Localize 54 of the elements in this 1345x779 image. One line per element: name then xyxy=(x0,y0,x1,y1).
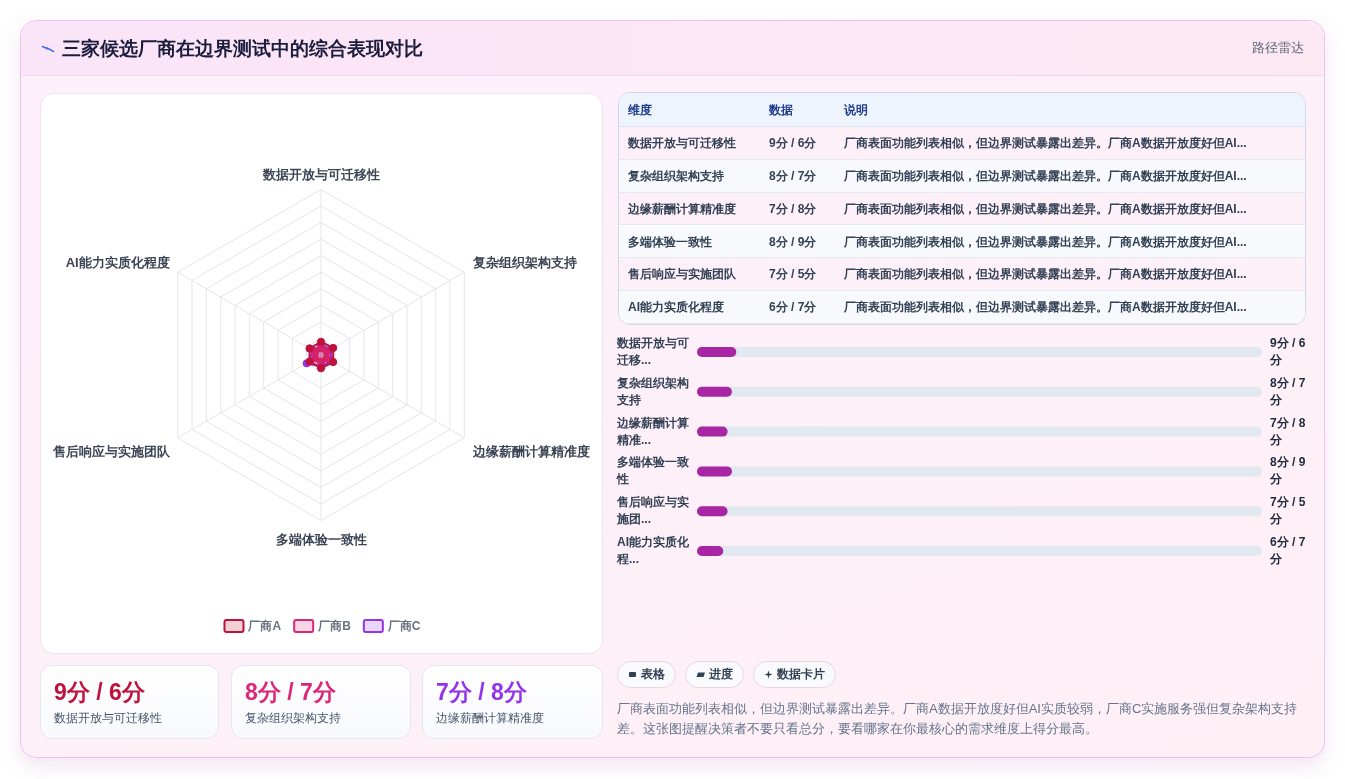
text: 7分 / 8分 xyxy=(769,200,817,218)
category-label: 数据 xyxy=(769,102,793,119)
text: 厂商表面功能列表相似，但边界测试暴露出差异。厂商A数据开放度好但AI... xyxy=(844,266,1247,284)
text: 进度 xyxy=(709,666,733,683)
data-label: 9分 / 6分 xyxy=(1270,335,1306,369)
text: 复杂组织架构支持 xyxy=(245,710,341,726)
text: 厂商表面功能列表相似，但边界测试暴露出差异。厂商A数据开放度好但AI... xyxy=(844,233,1247,251)
spoke-label: 复杂组织架构支持 xyxy=(472,254,578,270)
y-tick-label: 多端体验一致性 xyxy=(617,454,690,489)
text: 多端体验一致性 xyxy=(628,233,712,251)
spoke-label: 售后响应与实施团队 xyxy=(51,444,171,460)
spoke-label: 边缘薪酬计算精准度 xyxy=(472,444,591,460)
y-tick-label: 数据开放与可迁移... xyxy=(617,335,690,369)
text: 厂商表面功能列表相似，但边界测试暴露出差异。厂商A数据开放度好但AI实质较弱，厂商C实施服务强但复杂架构支持差。这张图提醒决策者不要只看总分，要看哪家在你最核心的需求维度上得分最高。 xyxy=(617,700,1299,738)
text: 厂商表面功能列表相似，但边界测试暴露出差异。厂商A数据开放度好但AI... xyxy=(844,167,1247,185)
data-label: 7分 / 8分 xyxy=(1270,414,1306,449)
y-tick-label: AI能力实质化程... xyxy=(617,534,690,568)
y-tick-label: 复杂组织架构支持 xyxy=(617,374,690,409)
text: 厂商表面功能列表相似，但边界测试暴露出差异。厂商A数据开放度好但AI... xyxy=(844,135,1247,152)
legend-label: 厂商B xyxy=(317,619,352,633)
text: 8分 / 9分 xyxy=(769,233,817,251)
category-label: 维度 xyxy=(628,102,652,119)
data-label: 8分 / 9分 xyxy=(1270,454,1306,489)
data-label: 6分 / 7分 xyxy=(1270,534,1306,568)
text: 复杂组织架构支持 xyxy=(628,167,724,185)
text: 数据开放与可迁移性 xyxy=(54,710,162,726)
text: 厂商表面功能列表相似，但边界测试暴露出差异。厂商A数据开放度好但AI... xyxy=(844,299,1247,317)
text: 边缘薪酬计算精准度 xyxy=(628,200,736,218)
legend-label: 厂商C xyxy=(386,619,421,633)
spoke-label: 数据开放与可迁移性 xyxy=(261,166,380,182)
text: AI能力实质化程度 xyxy=(628,299,724,317)
text: 9分 / 6分 xyxy=(54,678,145,707)
data-label: 8分 / 7分 xyxy=(1270,374,1306,409)
text: 三家候选厂商在边界测试中的综合表现对比 xyxy=(62,37,423,61)
y-tick-label: 边缘薪酬计算精准... xyxy=(617,414,690,449)
text: 售后响应与实施团队 xyxy=(628,266,736,284)
text: 6分 / 7分 xyxy=(769,299,817,317)
text: 数据卡片 xyxy=(777,666,825,683)
text: 厂商表面功能列表相似，但边界测试暴露出差异。厂商A数据开放度好但AI... xyxy=(844,200,1247,218)
text: 8分 / 7分 xyxy=(245,678,336,707)
text: 数据开放与可迁移性 xyxy=(628,135,736,152)
text: 8分 / 7分 xyxy=(769,167,817,185)
spoke-label: AI能力实质化程度 xyxy=(65,254,170,270)
spoke-label: 多端体验一致性 xyxy=(275,531,367,547)
data-label: 7分 / 5分 xyxy=(1270,494,1306,529)
legend-label: 厂商A xyxy=(247,619,282,633)
category-label: 说明 xyxy=(844,102,868,119)
text: 边缘薪酬计算精准度 xyxy=(436,710,544,726)
text: 7分 / 5分 xyxy=(769,266,817,284)
text: 9分 / 6分 xyxy=(769,135,817,152)
text: 7分 / 8分 xyxy=(436,678,527,707)
text: 表格 xyxy=(641,666,665,683)
y-tick-label: 售后响应与实施团... xyxy=(617,494,690,529)
text: 路径雷达 xyxy=(1252,39,1304,57)
